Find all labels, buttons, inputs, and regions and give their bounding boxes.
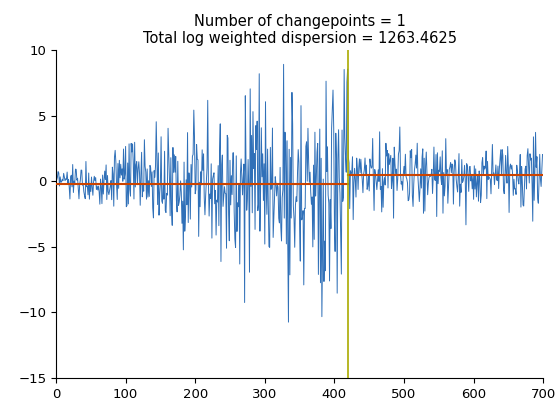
Title: Number of changepoints = 1
Total log weighted dispersion = 1263.4625: Number of changepoints = 1 Total log wei… — [143, 14, 456, 47]
